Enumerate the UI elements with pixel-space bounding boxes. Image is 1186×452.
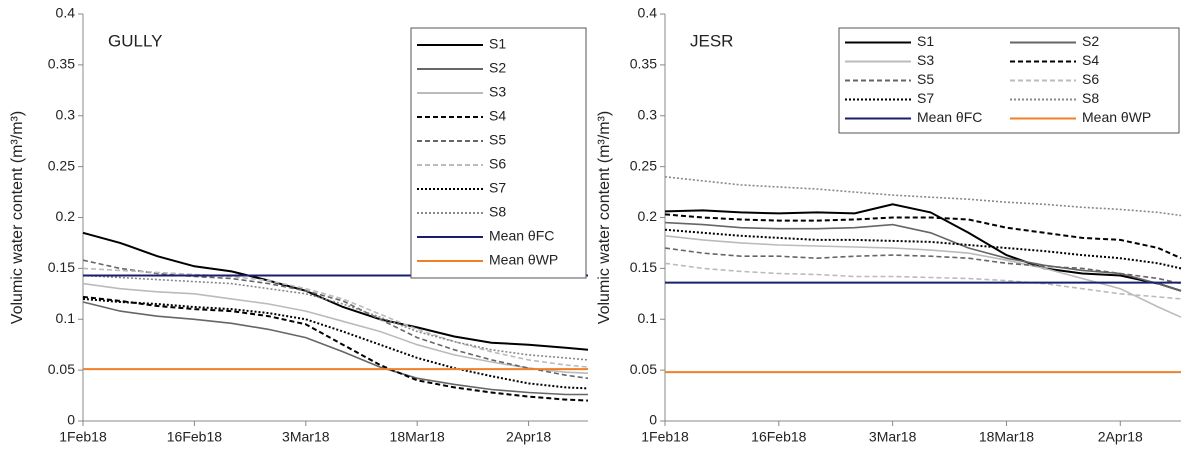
annotation: GULLY xyxy=(108,31,163,50)
legend: S1 S2 S3 S4 S5 S6 S7 S8 Mean θFC Mean θWP xyxy=(838,27,1180,134)
y-axis-label: Volumic water content (m³/m³) xyxy=(9,111,26,324)
series-line xyxy=(664,262,1182,300)
legend-label: Mean θWP xyxy=(489,252,558,268)
series-line xyxy=(664,228,1182,270)
y-tick-label: 0.4 xyxy=(56,5,76,21)
y-tick-label: 0.25 xyxy=(630,157,657,173)
legend-label: S4 xyxy=(1082,52,1099,68)
legend-label: S7 xyxy=(489,180,506,196)
y-tick-label: 0 xyxy=(649,412,657,428)
series-line xyxy=(82,301,588,396)
x-tick-label: 18Mar18 xyxy=(979,429,1034,445)
legend-label: S3 xyxy=(917,52,934,68)
x-tick-label: 3Mar18 xyxy=(869,429,917,445)
legend-label: S8 xyxy=(1082,90,1099,106)
y-tick-label: 0.1 xyxy=(638,310,658,326)
x-tick-label: 1Feb18 xyxy=(641,429,689,445)
legend-label: S5 xyxy=(917,71,934,87)
legend-label: Mean θFC xyxy=(489,228,554,244)
legend-label: S6 xyxy=(1082,71,1099,87)
y-tick-label: 0.2 xyxy=(56,208,76,224)
series-line xyxy=(82,259,589,380)
y-tick-label: 0.15 xyxy=(48,259,75,275)
x-tick-label: 2Apr18 xyxy=(506,429,551,445)
y-tick-label: 0.15 xyxy=(630,259,657,275)
y-tick-label: 0.2 xyxy=(638,208,658,224)
series-line xyxy=(664,203,1182,292)
y-tick-label: 0.3 xyxy=(56,106,76,122)
legend-label: S5 xyxy=(489,132,506,148)
legend-label: S4 xyxy=(489,108,506,124)
x-tick-label: 16Feb18 xyxy=(167,429,222,445)
x-tick-label: 18Mar18 xyxy=(390,429,445,445)
series-line xyxy=(82,282,589,374)
chart: 0 0.05 0.1 0.15 0.2 0.25 0.3 0.35 0.4 1Feb18 16Feb… xyxy=(596,5,1182,445)
series-line xyxy=(82,295,589,402)
x-tick-label: 2Apr18 xyxy=(1098,429,1143,445)
y-axis-label: Volumic water content (m³/m³) xyxy=(596,111,613,324)
legend-label: Mean θWP xyxy=(1082,109,1151,125)
y-tick-label: 0.1 xyxy=(56,310,76,326)
y-tick-label: 0.05 xyxy=(630,361,657,377)
legend-label: S2 xyxy=(1082,33,1099,49)
y-tick-label: 0.35 xyxy=(630,56,657,72)
series-line xyxy=(664,213,1182,260)
legend-label: S2 xyxy=(489,60,506,76)
series-line xyxy=(664,247,1182,285)
chart: 0 0.05 0.1 0.15 0.2 0.25 0.3 0.35 0.4 1Feb18 16Feb… xyxy=(9,5,589,445)
legend-label: S1 xyxy=(489,36,506,52)
legend-label: S1 xyxy=(917,33,934,49)
series-line xyxy=(664,176,1182,217)
x-tick-label: 16Feb18 xyxy=(751,429,806,445)
series-line xyxy=(664,235,1182,318)
legend: S1 S2 S3 S4 S5 S6 S7 S8 Mean θFC Mean θWP xyxy=(410,27,587,279)
annotation: JESR xyxy=(690,31,733,50)
legend-label: S6 xyxy=(489,156,506,172)
series-line xyxy=(82,274,589,361)
y-tick-label: 0.25 xyxy=(48,157,75,173)
legend-label: S7 xyxy=(917,90,934,106)
y-tick-label: 0.4 xyxy=(638,5,658,21)
legend-label: Mean θFC xyxy=(917,109,982,125)
x-tick-label: 3Mar18 xyxy=(282,429,330,445)
x-tick-label: 1Feb18 xyxy=(59,429,107,445)
legend-label: S3 xyxy=(489,84,506,100)
y-tick-label: 0.35 xyxy=(48,56,75,72)
series-line xyxy=(82,231,589,351)
y-tick-label: 0.3 xyxy=(638,106,658,122)
y-tick-label: 0 xyxy=(67,412,75,428)
y-tick-label: 0.05 xyxy=(48,361,75,377)
legend-label: S8 xyxy=(489,204,506,220)
series-line xyxy=(82,267,589,368)
